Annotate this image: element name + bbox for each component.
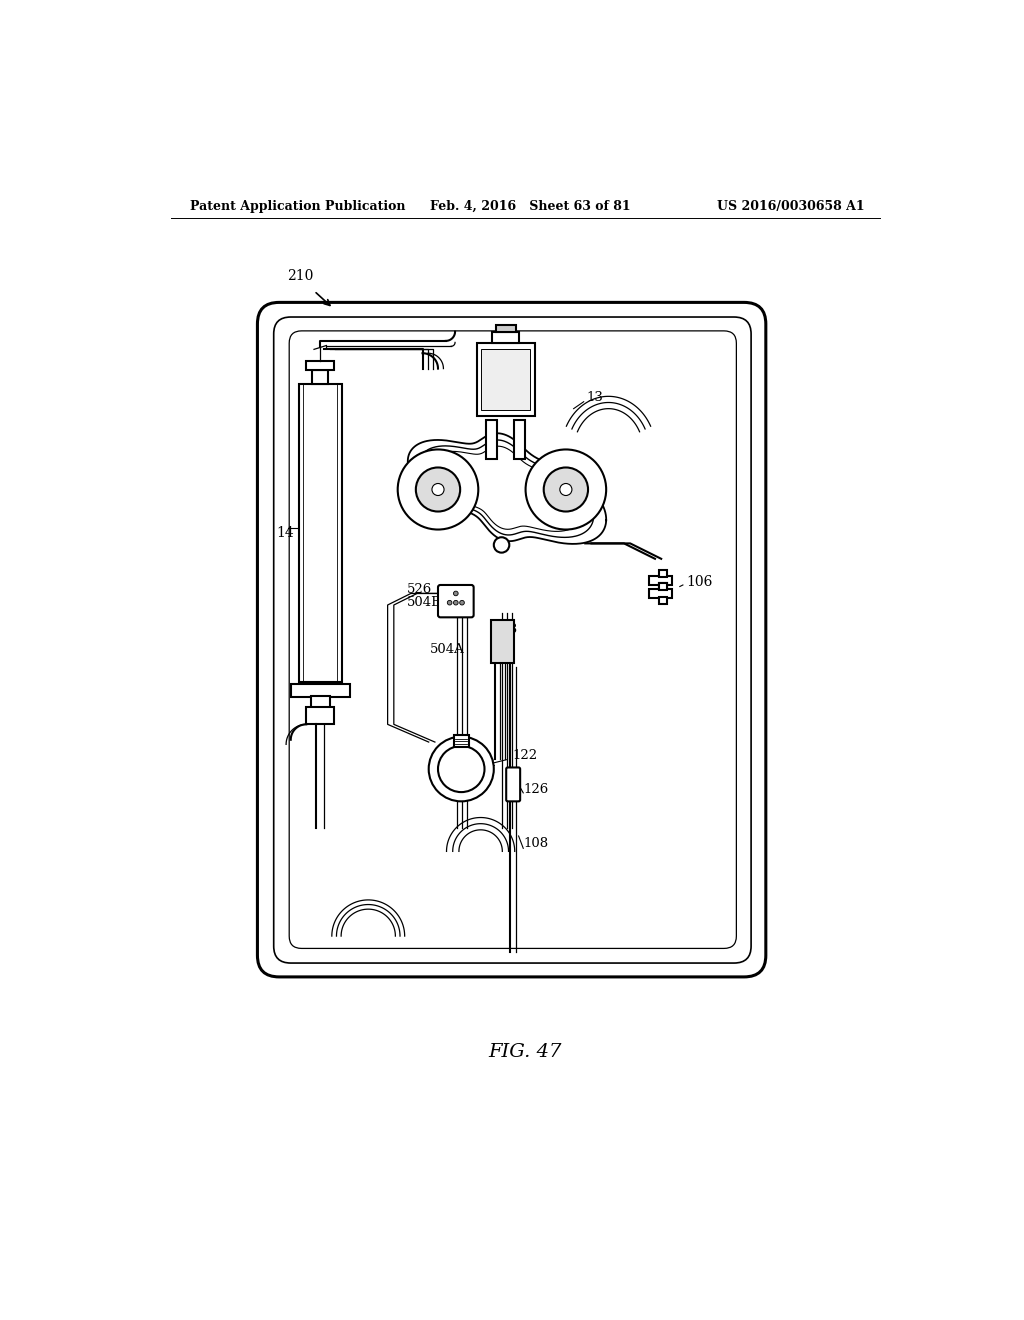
Text: 504A: 504A [430, 643, 465, 656]
Circle shape [454, 601, 458, 605]
FancyBboxPatch shape [306, 708, 334, 725]
Circle shape [447, 601, 452, 605]
Circle shape [429, 737, 494, 801]
Circle shape [454, 591, 458, 595]
Text: Patent Application Publication: Patent Application Publication [190, 199, 406, 213]
Text: 214: 214 [486, 342, 513, 356]
Bar [306, 360, 334, 370]
Bar [658, 582, 667, 590]
Bar [658, 583, 667, 591]
Bar [658, 570, 667, 577]
Text: 210: 210 [287, 269, 313, 282]
FancyBboxPatch shape [506, 767, 520, 801]
Bar [486, 420, 497, 459]
Circle shape [560, 483, 572, 495]
Bar [454, 735, 469, 747]
Text: FIG. 47: FIG. 47 [488, 1043, 561, 1060]
Circle shape [438, 746, 484, 792]
Circle shape [397, 449, 478, 529]
Bar [649, 576, 672, 585]
Text: 106: 106 [686, 576, 713, 589]
Bar [477, 343, 535, 416]
Bar [514, 420, 525, 459]
Bar [658, 597, 667, 605]
FancyBboxPatch shape [438, 585, 474, 618]
Circle shape [494, 537, 509, 553]
Circle shape [416, 467, 460, 512]
Bar [496, 325, 515, 333]
Bar [311, 696, 330, 710]
Circle shape [544, 467, 588, 512]
Text: 122: 122 [512, 748, 538, 762]
Bar [493, 333, 519, 343]
Bar [312, 370, 328, 384]
Text: 128: 128 [493, 623, 517, 636]
Text: 108: 108 [523, 837, 549, 850]
Text: Feb. 4, 2016   Sheet 63 of 81: Feb. 4, 2016 Sheet 63 of 81 [430, 199, 631, 213]
Circle shape [525, 449, 606, 529]
Circle shape [460, 601, 464, 605]
Circle shape [432, 483, 444, 495]
Bar [299, 384, 342, 682]
Text: 14: 14 [276, 527, 295, 540]
Bar [649, 589, 672, 598]
Text: 13: 13 [587, 391, 604, 404]
Text: 126: 126 [523, 783, 549, 796]
Text: 526: 526 [407, 583, 432, 597]
Bar [490, 620, 514, 663]
Text: 504B: 504B [407, 597, 442, 610]
Text: US 2016/0030658 A1: US 2016/0030658 A1 [717, 199, 864, 213]
Bar [291, 684, 349, 697]
Bar [481, 350, 530, 411]
